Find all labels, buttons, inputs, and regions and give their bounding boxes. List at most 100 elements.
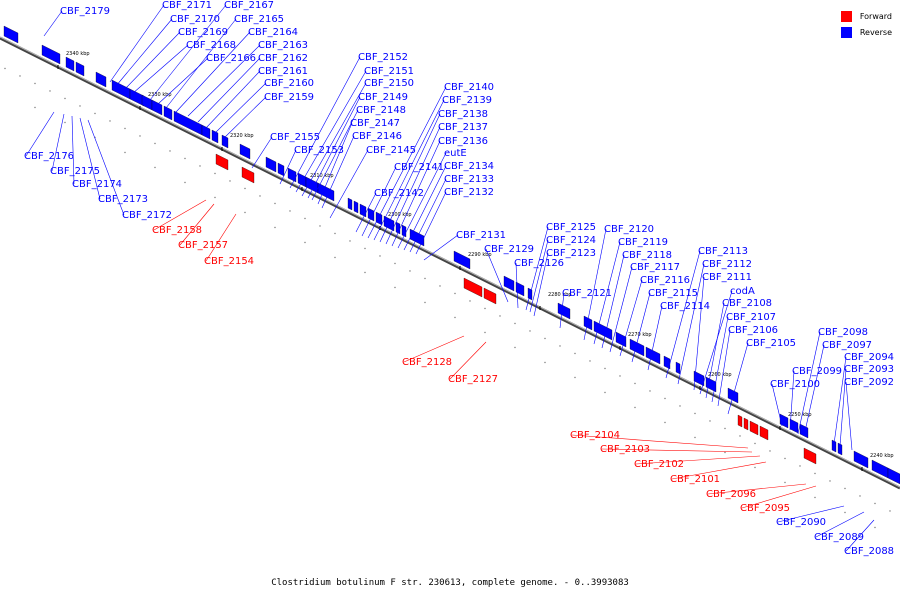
gene-label-cbf-2138: CBF_2138: [438, 109, 488, 120]
guide-dot: [184, 157, 186, 160]
guide-dot: [604, 367, 606, 370]
guide-dot: [484, 307, 486, 310]
guide-dot: [604, 391, 606, 394]
guide-dot: [394, 262, 396, 265]
forward-gene: [241, 166, 255, 184]
gene-label-cbf-2115: CBF_2115: [648, 288, 698, 299]
gene-label-cbf-2106: CBF_2106: [728, 325, 778, 336]
gene-leader-line: [87, 119, 125, 216]
reverse-gene: [151, 99, 163, 116]
gene-label-coda: codA: [730, 286, 755, 297]
axis-tick-label: 2240 kbp: [870, 453, 894, 459]
reverse-gene: [779, 413, 789, 429]
gene-label-cbf-2108: CBF_2108: [722, 298, 772, 309]
gene-label-cbf-2119: CBF_2119: [618, 237, 668, 248]
guide-dot: [409, 270, 411, 272]
guide-dot: [739, 435, 741, 437]
gene-label-cbf-2174: CBF_2174: [72, 179, 122, 190]
gene-leader-line: [571, 434, 749, 449]
gene-leader-line: [449, 341, 487, 380]
gene-leader-line: [205, 213, 237, 262]
guide-dot: [559, 345, 561, 347]
guide-dot: [274, 202, 276, 205]
gene-label-cbf-2107: CBF_2107: [726, 312, 776, 323]
reverse-gene: [287, 167, 297, 183]
guide-dot: [109, 120, 111, 122]
gene-label-cbf-2132: CBF_2132: [444, 187, 494, 198]
guide-dot: [454, 292, 456, 295]
guide-dot: [649, 390, 651, 392]
gene-label-cbf-2127: CBF_2127: [448, 374, 498, 385]
gene-leader-line: [665, 250, 701, 379]
gene-label-cbf-2173: CBF_2173: [98, 194, 148, 205]
guide-dot: [34, 82, 36, 85]
gene-leader-line: [485, 248, 509, 303]
guide-dot: [364, 247, 366, 250]
gene-label-cbf-2126: CBF_2126: [514, 258, 564, 269]
gene-leader-line: [213, 82, 267, 135]
reverse-gene: [375, 211, 383, 226]
gene-leader-line: [415, 191, 447, 255]
gene-leader-line: [601, 448, 753, 453]
forward-gene: [803, 447, 817, 465]
reverse-gene: [789, 418, 799, 434]
gene-label-cbf-2117: CBF_2117: [630, 262, 680, 273]
gene-label-cbf-2099: CBF_2099: [792, 366, 842, 377]
gene-label-cbf-2104: CBF_2104: [570, 430, 620, 441]
guide-dot: [124, 151, 126, 154]
reverse-gene: [347, 197, 353, 211]
gene-label-cbf-2161: CBF_2161: [258, 66, 308, 77]
guide-dot: [334, 232, 336, 235]
guide-dot: [724, 451, 726, 454]
gene-leader-line: [149, 4, 227, 101]
guide-dot: [334, 256, 336, 259]
guide-dot: [874, 502, 876, 505]
guide-dot: [139, 135, 141, 137]
axis-tick-label: 2250 kbp: [788, 412, 812, 418]
axis-tick-label: 2260 kbp: [708, 372, 732, 378]
guide-dot: [844, 511, 846, 514]
gene-label-cbf-2131: CBF_2131: [456, 230, 506, 241]
gene-label-cbf-2098: CBF_2098: [818, 327, 868, 338]
gene-leader-line: [815, 511, 865, 538]
legend-reverse-label: Reverse: [859, 27, 892, 37]
guide-dot: [304, 217, 306, 220]
gene-label-cbf-2153: CBF_2153: [294, 145, 344, 156]
gene-label-cbf-2164: CBF_2164: [248, 27, 298, 38]
gene-label-cbf-2147: CBF_2147: [350, 118, 400, 129]
guide-dot: [184, 181, 186, 184]
genome-backbone-highlight: [0, 36, 900, 488]
gene-label-cbf-2171: CBF_2171: [162, 0, 212, 11]
guide-dot: [214, 196, 216, 199]
guide-dot: [94, 112, 96, 115]
gene-leader-line: [321, 135, 355, 209]
gene-label-cbf-2154: CBF_2154: [204, 256, 254, 267]
guide-dot: [424, 277, 426, 280]
guide-dot: [499, 315, 501, 317]
gene-leader-line: [727, 342, 749, 415]
gene-label-cbf-2146: CBF_2146: [352, 131, 402, 142]
gene-leader-line: [647, 305, 663, 371]
guide-dot: [529, 330, 531, 332]
guide-dot: [634, 406, 636, 409]
guide-dot: [814, 496, 816, 499]
guide-dot: [124, 127, 126, 130]
reverse-gene: [163, 105, 173, 121]
guide-dot: [364, 271, 366, 274]
legend: Forward Reverse: [840, 8, 892, 40]
gene-leader-line: [25, 111, 55, 157]
forward-gene: [759, 425, 769, 441]
guide-dot: [484, 331, 486, 334]
gene-label-cbf-2148: CBF_2148: [356, 105, 406, 116]
gene-leader-line: [533, 252, 549, 317]
gene-label-cbf-2169: CBF_2169: [178, 27, 228, 38]
forward-gene: [749, 420, 759, 436]
gene-leader-line: [221, 96, 267, 141]
axis-tick-label: 2320 kbp: [230, 133, 254, 139]
gene-leader-line: [593, 241, 621, 345]
gene-leader-line: [187, 44, 261, 117]
gene-leader-line: [175, 31, 251, 113]
gene-leader-line: [833, 356, 847, 445]
reverse-gene: [239, 143, 251, 160]
gene-label-cbf-2152: CBF_2152: [358, 52, 408, 63]
